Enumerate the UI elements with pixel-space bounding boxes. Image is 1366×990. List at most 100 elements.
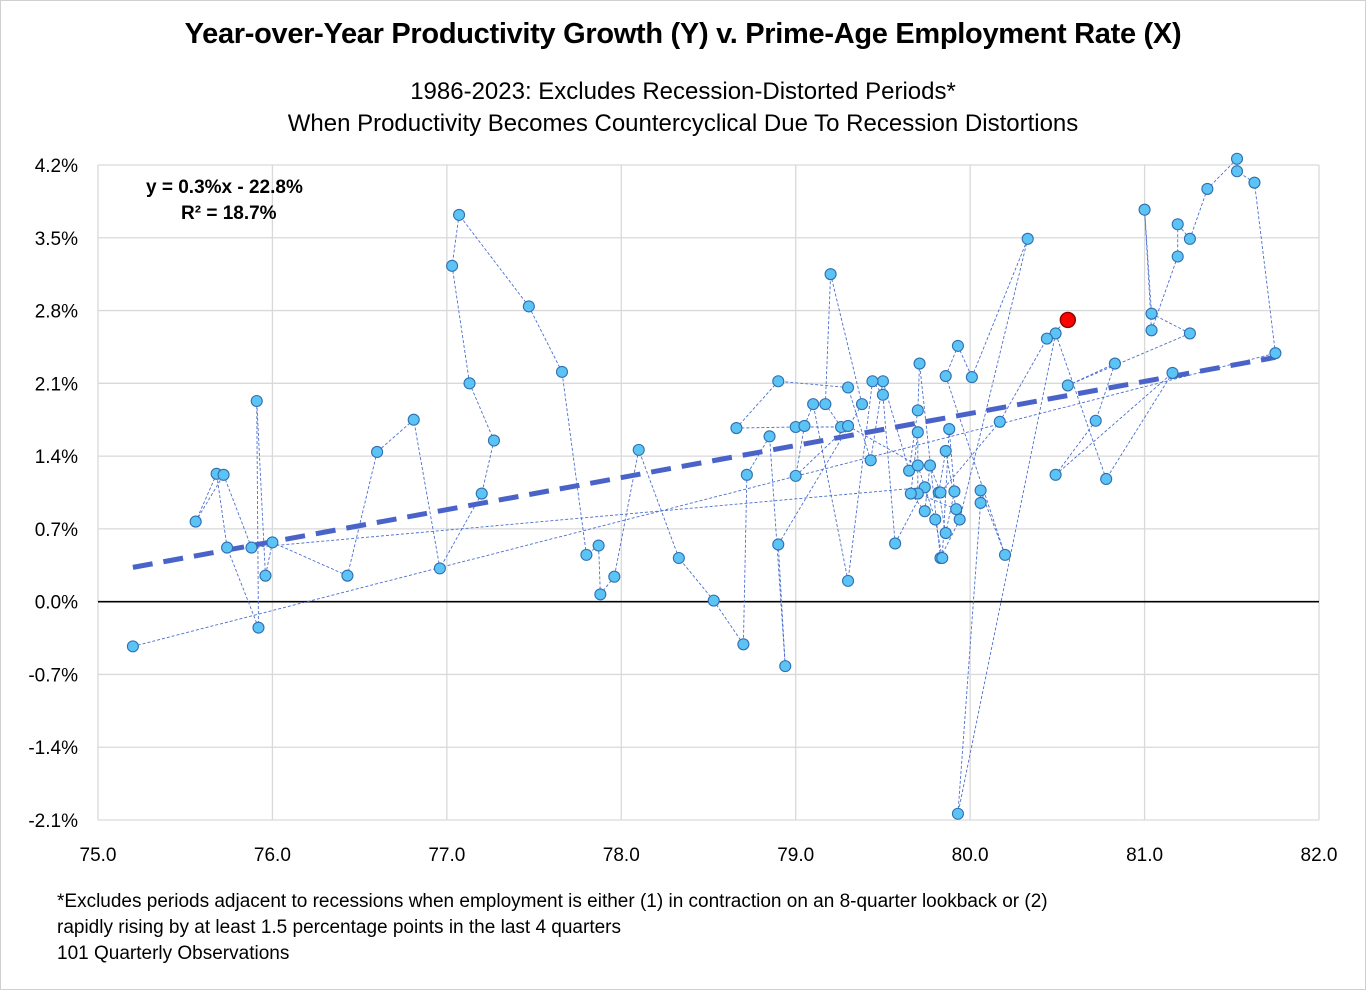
series-connector-segment: [413, 419, 441, 569]
series-connector-segment: [223, 474, 252, 548]
series-connector-segment: [678, 557, 715, 601]
series-connector-segment: [346, 451, 378, 576]
data-point: [904, 487, 917, 500]
chart-subtitle-line-1: 1986-2023: Excludes Recession-Distorted …: [410, 78, 956, 105]
data-point: [876, 388, 889, 401]
series-connector-segment: [999, 338, 1048, 423]
data-point: [864, 454, 877, 467]
data-point: [911, 426, 924, 439]
data-point: [918, 505, 931, 518]
data-point: [936, 551, 949, 565]
data-point: [126, 640, 139, 653]
series-connector-lines: [132, 158, 1276, 814]
series-connector-segment: [376, 419, 415, 453]
chart-title: Year-over-Year Productivity Growth (Y) v…: [184, 18, 1182, 50]
y-axis-tick-labels: 4.2% 3.5% 2.8% 2.1% 1.4% 0.7% 0.0% -0.7% -1.4% -2…: [28, 156, 78, 832]
chart-subtitle-line-2: When Productivity Becomes Countercyclica…: [287, 110, 1079, 137]
data-point: [453, 208, 466, 221]
series-connector-segment: [1067, 333, 1191, 386]
series-connector-segment: [469, 383, 495, 441]
latest-data-point: [1059, 311, 1077, 329]
data-point: [475, 487, 488, 500]
data-point: [993, 415, 1006, 428]
series-connector-segment: [600, 576, 615, 595]
series-connector-segment: [870, 381, 884, 461]
series-connector-segment: [1189, 188, 1208, 239]
series-connector-segment: [945, 375, 1006, 556]
series-connector-segment: [778, 380, 849, 388]
series-connector-segment: [1055, 333, 1107, 480]
data-point: [221, 541, 234, 554]
series-connector-segment: [959, 238, 1029, 520]
series-connector-segment: [439, 493, 483, 569]
data-point: [1201, 182, 1214, 195]
series-connector-segment: [736, 426, 796, 429]
data-point: [1230, 165, 1244, 178]
series-connector-segment: [948, 429, 955, 492]
data-point: [819, 398, 832, 411]
data-point: [217, 468, 230, 481]
data-point: [763, 430, 776, 443]
series-connector-segment: [917, 493, 957, 510]
data-point: [929, 513, 942, 526]
series-connector-segment: [940, 421, 1001, 493]
y-tick-label: 4.2%: [35, 156, 78, 177]
data-point: [824, 268, 837, 281]
series-connector-segment: [1151, 256, 1179, 331]
series-connector-segment: [451, 214, 460, 266]
series-connector-segment: [957, 333, 1057, 814]
data-point: [951, 339, 964, 352]
y-tick-label: 2.1%: [35, 374, 78, 395]
gridlines: [97, 164, 1320, 821]
y-tick-label: -0.7%: [28, 665, 78, 686]
series-connector-segment: [769, 436, 786, 667]
series-connector-segment: [908, 410, 919, 471]
data-point: [772, 375, 785, 388]
series-connector-segment: [945, 491, 955, 534]
series-connector-segment: [561, 371, 587, 555]
x-tick-label: 79.0: [777, 845, 814, 866]
data-point: [555, 365, 569, 378]
series-connector-segment: [132, 352, 1276, 647]
data-point: [1021, 232, 1034, 245]
series-connector-segment: [1105, 372, 1173, 480]
footnote-line-3: 101 Quarterly Observations: [57, 943, 290, 964]
data-point: [522, 300, 535, 313]
data-point: [1100, 472, 1113, 486]
data-point: [1230, 152, 1244, 165]
y-tick-label: 0.7%: [35, 520, 78, 541]
data-point: [707, 594, 720, 607]
series-connector-segment: [910, 493, 926, 512]
series-connector-segment: [481, 440, 495, 494]
data-point: [965, 371, 978, 384]
data-point: [245, 541, 258, 554]
data-point: [189, 515, 202, 528]
data-point: [998, 548, 1012, 561]
data-point: [446, 259, 459, 272]
series-connector-segment: [216, 473, 228, 548]
data-points: [126, 152, 1282, 820]
data-point: [433, 562, 446, 575]
series-connector-segment: [195, 474, 224, 522]
series-connector-segment: [940, 519, 961, 559]
data-point: [632, 443, 645, 456]
series-connector-segment: [1055, 420, 1097, 476]
series-connector-segment: [1067, 363, 1116, 386]
data-point: [855, 398, 869, 411]
data-point: [250, 394, 263, 408]
series-connector-segment: [742, 474, 748, 645]
series-connector-segment: [938, 492, 947, 534]
trendline-equation: y = 0.3%x - 22.8%: [146, 177, 303, 198]
data-point: [789, 469, 802, 482]
data-point: [951, 807, 964, 820]
series-connector-segment: [795, 425, 849, 477]
data-point: [772, 538, 785, 551]
x-tick-label: 80.0: [952, 845, 989, 866]
footnote-line-1: *Excludes periods adjacent to recessions…: [57, 891, 1048, 912]
data-point: [1040, 332, 1053, 345]
data-point: [407, 413, 420, 426]
data-point: [1089, 414, 1102, 427]
series-connector-segment: [256, 400, 266, 576]
series-connector-segment: [924, 465, 931, 512]
data-point: [1049, 468, 1062, 481]
